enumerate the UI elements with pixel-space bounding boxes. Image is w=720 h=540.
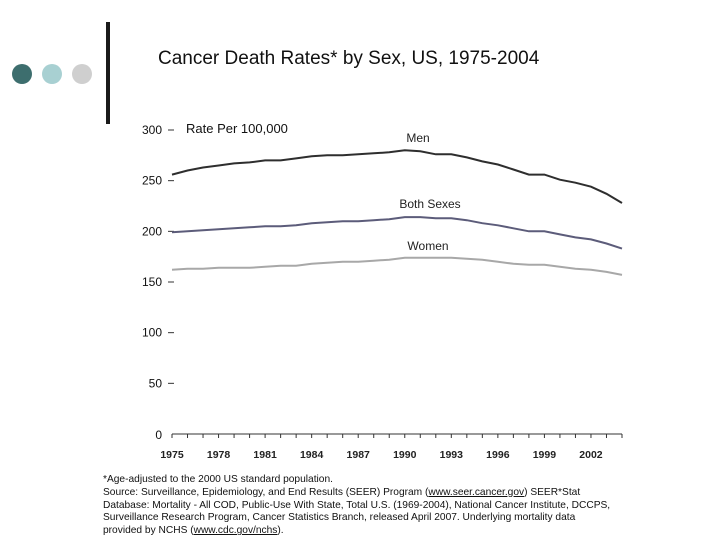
x-tick-label: 1999 — [533, 449, 557, 461]
dot-light-teal — [42, 64, 62, 84]
title-divider — [106, 22, 110, 124]
y-tick-label: 100 — [142, 326, 162, 340]
x-tick-label: 1984 — [300, 449, 324, 461]
series-line-both-sexes — [171, 216, 623, 250]
page-title: Cancer Death Rates* by Sex, US, 1975-200… — [158, 48, 540, 69]
dot-dark — [12, 64, 32, 84]
x-tick-label: 1975 — [160, 449, 184, 461]
y-tick-label: 50 — [149, 376, 163, 390]
x-tick-label: 2002 — [579, 449, 603, 461]
x-tick-label: 1993 — [440, 449, 464, 461]
y-axis-label: Rate Per 100,000 — [186, 121, 288, 136]
seer-link[interactable]: www.seer.cancer.gov — [428, 486, 525, 498]
x-tick-label: 1978 — [207, 449, 231, 461]
series-line-men — [171, 149, 623, 204]
x-tick-label: 1990 — [393, 449, 417, 461]
footnote-line4: ). — [277, 525, 284, 537]
y-tick-label: 150 — [142, 275, 162, 289]
footnote-line3: ) SEER*Stat Database: Mortality - All CO… — [103, 486, 611, 537]
nchs-link[interactable]: www.cdc.gov/nchs — [193, 525, 278, 537]
series-label-men: Men — [406, 131, 429, 145]
x-tick-label: 1987 — [347, 449, 371, 461]
footnote-line2: Source: Surveillance, Epidemiology, and … — [103, 486, 429, 498]
footnote: *Age-adjusted to the 2000 US standard po… — [103, 474, 703, 538]
x-tick-label: 1981 — [253, 449, 277, 461]
x-tick-label: 1996 — [486, 449, 510, 461]
decorative-dots — [12, 64, 96, 86]
y-tick-label: 0 — [155, 428, 162, 442]
series-label-both-sexes: Both Sexes — [399, 197, 460, 211]
series-label-women: Women — [407, 239, 448, 253]
y-tick-label: 250 — [142, 174, 162, 188]
series-line-women — [171, 256, 623, 276]
y-tick-label: 200 — [142, 224, 162, 238]
footnote-line1: *Age-adjusted to the 2000 US standard po… — [103, 474, 333, 485]
y-tick-label: 300 — [142, 123, 162, 137]
dot-gray — [72, 64, 92, 84]
